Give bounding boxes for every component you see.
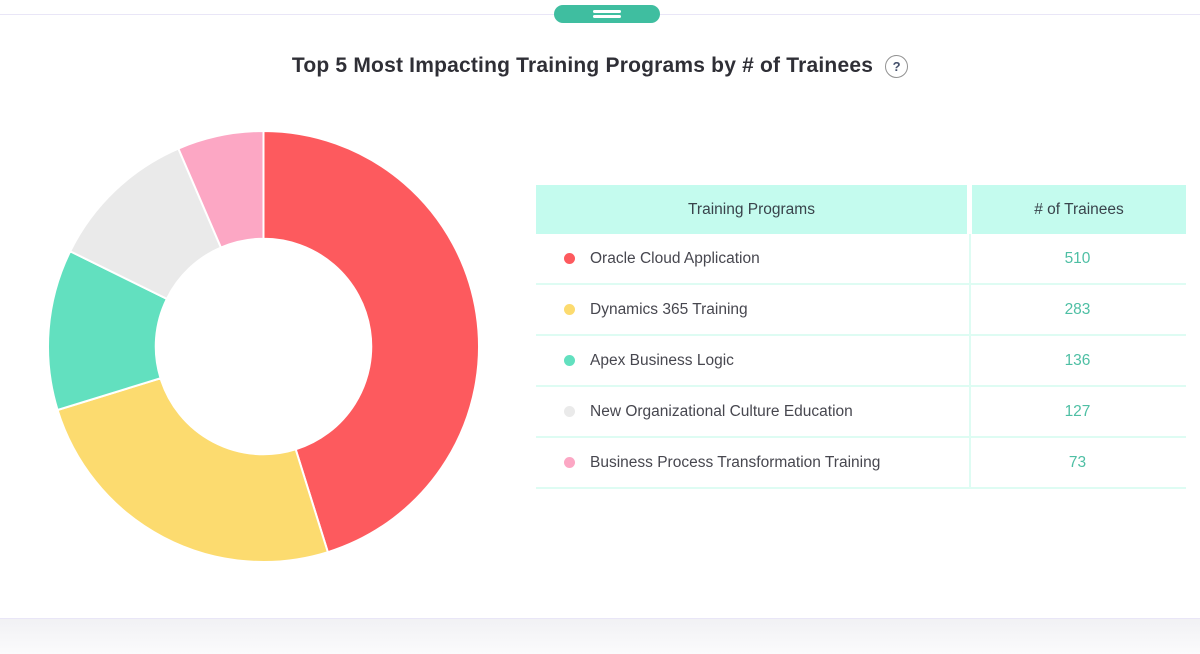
program-label: Oracle Cloud Application [590,249,760,267]
table-body: Oracle Cloud Application 510 Dynamics 36… [536,234,1186,489]
legend-table: Training Programs # of Trainees Oracle C… [536,185,1186,489]
program-cell: Business Process Transformation Training [536,438,969,487]
program-cell: Apex Business Logic [536,336,969,385]
header-gap [967,185,972,234]
table-row[interactable]: Apex Business Logic 136 [536,336,1186,387]
drag-handle-icon [593,15,621,18]
column-header-programs: Training Programs [536,185,967,234]
page-title: Top 5 Most Impacting Training Programs b… [291,54,874,77]
program-label: New Organizational Culture Education [590,402,853,420]
trainees-cell: 136 [1064,351,1091,369]
program-label: Dynamics 365 Training [590,300,748,318]
bottom-gradient-strip [0,619,1200,654]
series-color-dot [564,253,575,264]
trainees-cell: 283 [1064,300,1091,318]
donut-slice[interactable] [262,129,480,554]
help-icon[interactable]: ? [885,54,909,78]
trainees-cell: 510 [1064,249,1091,267]
program-cell: New Organizational Culture Education [536,387,969,436]
widget-drag-handle[interactable] [554,5,660,23]
table-header-row: Training Programs # of Trainees [536,185,1186,234]
donut-chart [45,128,482,565]
series-color-dot [564,457,575,468]
program-cell: Dynamics 365 Training [536,285,969,334]
drag-handle-icon [593,10,621,13]
column-divider [969,234,971,489]
donut-slice[interactable] [177,129,265,249]
table-row[interactable]: Dynamics 365 Training 283 [536,285,1186,336]
program-label: Apex Business Logic [590,351,734,369]
column-header-trainees: # of Trainees [972,185,1186,234]
donut-slice[interactable] [56,377,330,563]
series-color-dot [564,304,575,315]
title-row: Top 5 Most Impacting Training Programs b… [0,54,1200,78]
program-cell: Oracle Cloud Application [536,234,969,283]
series-color-dot [564,406,575,417]
trainees-cell: 127 [1064,402,1091,420]
donut-chart-svg [47,129,480,563]
program-label: Business Process Transformation Training [590,453,881,471]
bottom-divider [0,618,1200,619]
series-color-dot [564,355,575,366]
table-row[interactable]: Business Process Transformation Training… [536,438,1186,489]
table-row[interactable]: New Organizational Culture Education 127 [536,387,1186,438]
trainees-cell: 73 [1068,453,1087,471]
table-row[interactable]: Oracle Cloud Application 510 [536,234,1186,285]
